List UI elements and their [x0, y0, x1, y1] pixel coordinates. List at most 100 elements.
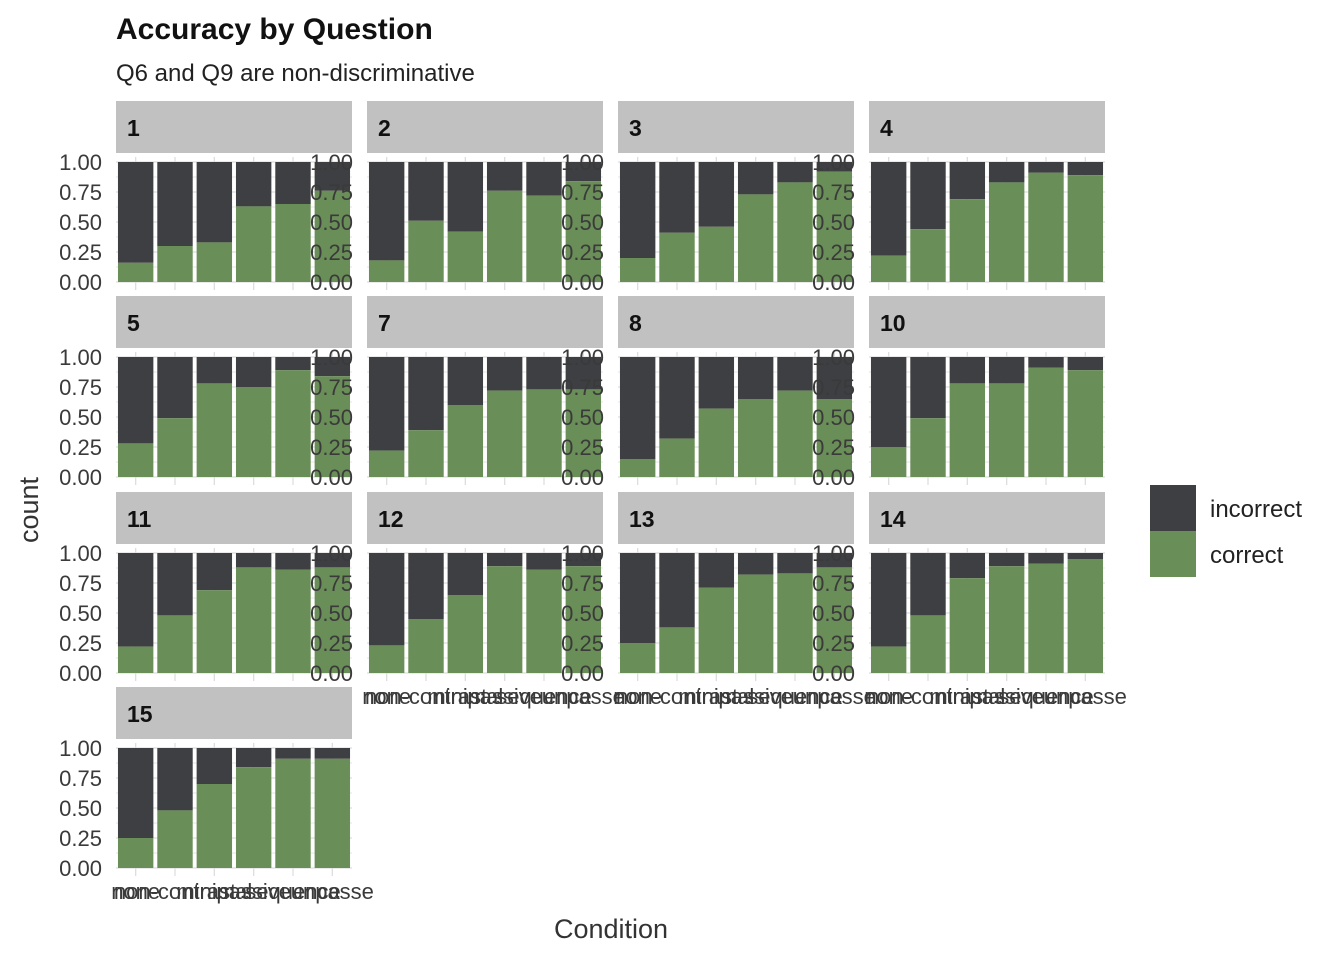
facet-strip-label: 8: [629, 310, 642, 336]
y-tick-label: 0.25: [812, 435, 855, 460]
y-tick-label: 0.25: [310, 435, 353, 460]
bar-incorrect: [447, 162, 484, 232]
bar-correct: [196, 383, 233, 477]
legend: incorrect correct: [1150, 485, 1302, 577]
y-tick-label: 0.00: [561, 465, 604, 490]
bar-correct: [698, 408, 735, 477]
x-tick-label: passive: [718, 684, 793, 709]
bar-incorrect: [659, 357, 695, 439]
x-tick-label: unpasse: [542, 684, 625, 709]
legend-key-correct: [1150, 531, 1196, 577]
facet-strip: [116, 101, 352, 153]
bar-incorrect: [157, 748, 193, 811]
facet-strip: [869, 101, 1105, 153]
y-tick-label: 0.00: [59, 661, 102, 686]
y-tick-label: 0.25: [561, 435, 604, 460]
bar-incorrect: [659, 162, 695, 233]
bar-correct: [777, 573, 813, 673]
bar-incorrect: [619, 553, 656, 643]
x-axis-title: Condition: [554, 914, 668, 944]
bar-incorrect: [196, 553, 233, 591]
facet-strip: [116, 687, 352, 739]
y-tick-label: 0.75: [59, 375, 102, 400]
facet-strip-label: 14: [880, 506, 906, 532]
bar-incorrect: [949, 162, 986, 200]
bar-incorrect: [275, 357, 311, 371]
y-tick-label: 0.25: [561, 240, 604, 265]
y-tick-label: 0.75: [812, 375, 855, 400]
x-tick-label: non-contrast: [365, 684, 487, 709]
x-tick-label: minimal: [427, 684, 503, 709]
x-tick-label: none: [613, 684, 662, 709]
bar-correct: [949, 199, 986, 282]
bar-incorrect: [196, 162, 233, 243]
bar-incorrect: [368, 357, 405, 451]
bar-incorrect: [737, 162, 774, 195]
bar-incorrect: [408, 357, 444, 431]
bar-incorrect: [870, 553, 907, 647]
bar-incorrect: [988, 162, 1025, 183]
y-axis-title: count: [14, 476, 44, 543]
bar-correct: [910, 229, 946, 282]
bar-correct: [196, 784, 233, 868]
y-tick-label: 0.75: [812, 571, 855, 596]
y-tick-label: 1.00: [812, 150, 855, 175]
bar-incorrect: [619, 162, 656, 258]
bar-correct: [235, 767, 272, 868]
y-tick-label: 1.00: [561, 150, 604, 175]
bar-incorrect: [486, 357, 523, 391]
bar-incorrect: [314, 357, 351, 377]
bar-correct: [196, 590, 233, 673]
y-tick-label: 0.50: [310, 210, 353, 235]
bar-incorrect: [619, 357, 656, 459]
facet-panel-12: 12 1.00 0.75 0.50 0.25 0.00 nonenon-contrastmi…: [310, 492, 625, 709]
y-tick-label: 0.50: [561, 601, 604, 626]
bar-correct: [1067, 559, 1104, 673]
facet-panel-8: 8 1.00 0.75 0.50 0.25 0.00: [561, 296, 854, 490]
y-tick-label: 0.50: [561, 210, 604, 235]
facet-panel-3: 3 1.00 0.75 0.50 0.25 0.00: [561, 101, 854, 295]
bar-incorrect: [777, 357, 813, 391]
bar-correct: [659, 627, 695, 673]
bar-correct: [314, 567, 351, 673]
y-tick-label: 0.50: [59, 405, 102, 430]
y-tick-label: 0.25: [561, 631, 604, 656]
bar-correct: [1028, 172, 1064, 282]
y-tick-label: 1.00: [59, 541, 102, 566]
x-tick-label: non-contrast: [867, 684, 989, 709]
facet-panel-5: 5 1.00 0.75 0.50 0.25 0.00: [59, 296, 352, 490]
bar-incorrect: [1067, 357, 1104, 371]
bar-incorrect: [910, 162, 946, 230]
bar-correct: [988, 182, 1025, 282]
bar-incorrect: [565, 553, 602, 567]
bar-incorrect: [275, 553, 311, 570]
facet-strip: [618, 492, 854, 544]
facet-strip-label: 11: [127, 506, 152, 532]
bar-incorrect: [526, 162, 562, 196]
bar-incorrect: [1067, 162, 1104, 176]
bar-correct: [988, 566, 1025, 673]
facet-panel-1: 1 1.00 0.75 0.50 0.25 0.00: [59, 101, 352, 295]
y-tick-label: 0.75: [59, 180, 102, 205]
y-tick-label: 0.00: [310, 661, 353, 686]
bar-correct: [526, 195, 562, 282]
bar-correct: [619, 459, 656, 477]
bar-correct: [988, 383, 1025, 477]
facet-panel-14: 14 1.00 0.75 0.50 0.25 0.00 nonenon-contrastmi…: [812, 492, 1127, 709]
facet-strip: [367, 101, 603, 153]
bar-incorrect: [910, 357, 946, 419]
y-tick-label: 0.50: [812, 210, 855, 235]
bar-correct: [949, 383, 986, 477]
bar-incorrect: [870, 357, 907, 447]
bar-correct: [816, 567, 853, 673]
bar-correct: [910, 418, 946, 477]
bar-incorrect: [196, 357, 233, 384]
bar-correct: [565, 181, 602, 282]
facet-strip-label: 5: [127, 310, 140, 336]
bar-incorrect: [777, 553, 813, 574]
bar-correct: [157, 418, 193, 477]
bar-correct: [949, 578, 986, 673]
legend-key-incorrect: [1150, 485, 1196, 531]
bar-correct: [117, 262, 154, 282]
bar-incorrect: [314, 553, 351, 568]
